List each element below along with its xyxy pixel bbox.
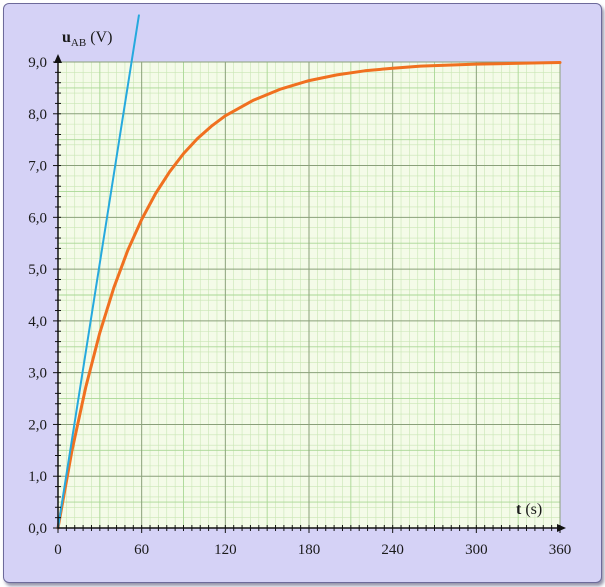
y-axis-subscript: AB xyxy=(71,37,86,49)
y-tick-label: 1,0 xyxy=(28,469,47,485)
x-axis-title: t (s) xyxy=(516,501,542,518)
charge-curve xyxy=(56,61,562,530)
chart-grid xyxy=(57,61,561,529)
y-tick-label: 5,0 xyxy=(28,262,47,278)
y-tick-label: 2,0 xyxy=(28,417,47,433)
y-tick-label: 0,0 xyxy=(28,521,47,537)
y-tick-label: 3,0 xyxy=(28,366,47,382)
x-axis-arrow xyxy=(557,524,566,532)
y-tick-label: 7,0 xyxy=(28,159,47,175)
y-tick-label: 4,0 xyxy=(28,314,47,330)
x-tick-label: 180 xyxy=(298,542,321,558)
x-axis-symbol: t xyxy=(516,501,522,518)
y-tick-label: 6,0 xyxy=(28,210,47,226)
y-axis-title: uAB (V) xyxy=(62,29,112,49)
x-tick-label: 360 xyxy=(549,542,572,558)
y-tick-label: 8,0 xyxy=(28,107,47,123)
y-axis-symbol: u xyxy=(62,29,71,46)
y-axis-unit: (V) xyxy=(86,29,112,46)
chart-series xyxy=(56,14,562,530)
x-tick-label: 240 xyxy=(381,542,404,558)
x-tick-label: 300 xyxy=(465,542,488,558)
y-tick-label: 9,0 xyxy=(28,55,47,71)
tangent-line xyxy=(57,14,140,529)
y-axis-arrow xyxy=(54,54,62,63)
chart-labels: 0 60 120 180 240 300 360 0,0 1,0 2,0 3,0 4,0 5,0 6,0 7… xyxy=(28,29,571,558)
chart-axes xyxy=(53,54,566,533)
x-tick-label: 0 xyxy=(54,542,62,558)
x-tick-label: 60 xyxy=(134,542,149,558)
x-axis-unit: (s) xyxy=(521,501,542,518)
x-tick-label: 120 xyxy=(214,542,237,558)
